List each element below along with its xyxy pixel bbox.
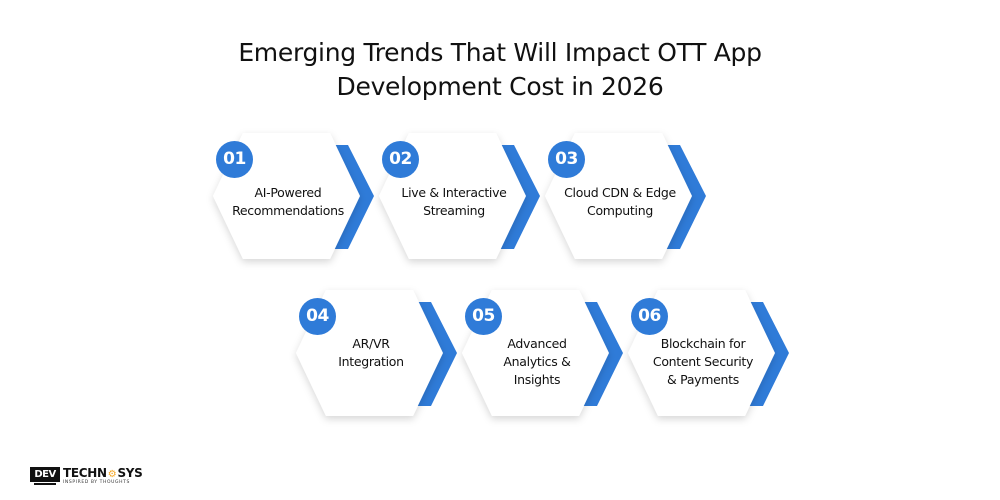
step-number-badge: 05 [465, 298, 502, 335]
trend-item-01: 01 AI-Powered Recommendations [210, 131, 380, 261]
chevron-arrow-icon [577, 302, 623, 406]
logo-tagline: INSPIRED BY THOUGHTS [63, 480, 130, 485]
chevron-arrow-icon [743, 302, 789, 406]
step-number-badge: 01 [216, 141, 253, 178]
trend-label: Advanced Analytics & Insights [503, 336, 571, 387]
page-title: Emerging Trends That Will Impact OTT App… [0, 36, 1000, 104]
trend-label: AR/VR Integration [338, 336, 404, 369]
title-line-1: Emerging Trends That Will Impact OTT App [238, 38, 762, 67]
step-number-badge: 03 [548, 141, 585, 178]
trend-item-05: 05 Advanced Analytics & Insights [459, 288, 629, 418]
step-number-badge: 02 [382, 141, 419, 178]
title-line-2: Development Cost in 2026 [336, 72, 664, 101]
trend-item-03: 03 Cloud CDN & Edge Computing [542, 131, 712, 261]
trend-label: Cloud CDN & Edge Computing [564, 185, 676, 218]
chevron-arrow-icon [328, 145, 374, 249]
trend-label: Live & Interactive Streaming [401, 185, 507, 218]
brand-logo: DEV TECHN⚙SYS INSPIRED BY THOUGHTS [30, 466, 150, 489]
trend-label: AI-Powered Recommendations [232, 185, 344, 218]
logo-wordmark: TECHN⚙SYS [63, 466, 143, 480]
trend-item-04: 04 AR/VR Integration [293, 288, 463, 418]
step-number-badge: 06 [631, 298, 668, 335]
chevron-arrow-icon [660, 145, 706, 249]
trend-label: Blockchain for Content Security & Paymen… [652, 336, 754, 387]
step-number-badge: 04 [299, 298, 336, 335]
trend-item-06: 06 Blockchain for Content Security & Pay… [625, 288, 795, 418]
chevron-arrow-icon [494, 145, 540, 249]
gear-icon: ⚙ [107, 469, 117, 480]
monitor-stand-icon [34, 483, 56, 485]
trend-item-02: 02 Live & Interactive Streaming [376, 131, 546, 261]
chevron-arrow-icon [411, 302, 457, 406]
logo-dev-monitor: DEV [30, 467, 60, 482]
